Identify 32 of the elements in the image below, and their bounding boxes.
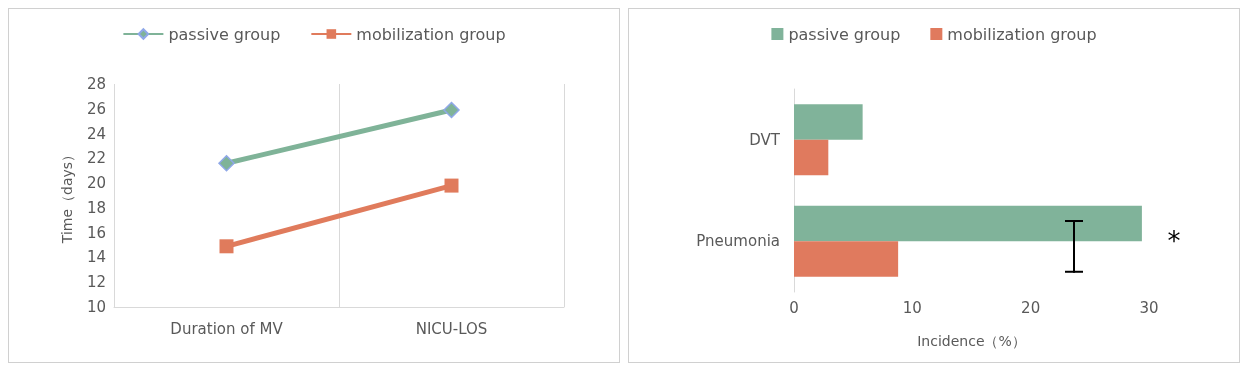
x-tick-label: 0	[789, 298, 799, 317]
point	[444, 178, 459, 193]
x-tick-label: NICU-LOS	[415, 319, 488, 338]
y-axis-title: Time（days）	[59, 147, 75, 245]
y-tick-label: 18	[86, 198, 106, 217]
point	[218, 155, 235, 172]
x-tick-label: 10	[902, 298, 922, 317]
y-tick-label: Pneumonia	[696, 232, 780, 251]
y-tick-label: DVT	[749, 130, 781, 149]
bar	[794, 139, 829, 176]
y-tick-label: 12	[86, 273, 106, 292]
y-tick-label: 16	[86, 223, 106, 242]
legend-label: passive group	[168, 24, 281, 44]
text: *	[1167, 226, 1181, 257]
y-tick-label: 28	[86, 75, 106, 93]
x-tick-label: Duration of MV	[170, 319, 284, 338]
y-tick-label: 14	[86, 248, 106, 267]
legend-label: mobilization group	[947, 24, 1097, 44]
y-tick-label: 22	[86, 149, 106, 168]
legend-label: mobilization group	[356, 24, 506, 44]
x-tick-label: 20	[1021, 298, 1041, 317]
point	[443, 101, 460, 119]
bar	[794, 104, 863, 140]
x-axis-title: Incidence（%）	[917, 333, 1026, 349]
x-tick-label: 30	[1139, 298, 1159, 317]
bar	[794, 241, 899, 277]
bar	[794, 205, 1142, 242]
legend-label: passive group	[788, 24, 901, 44]
y-tick-label: 24	[86, 124, 106, 143]
point	[219, 239, 234, 254]
y-tick-label: 26	[86, 99, 106, 118]
y-tick-label: 20	[86, 174, 106, 193]
